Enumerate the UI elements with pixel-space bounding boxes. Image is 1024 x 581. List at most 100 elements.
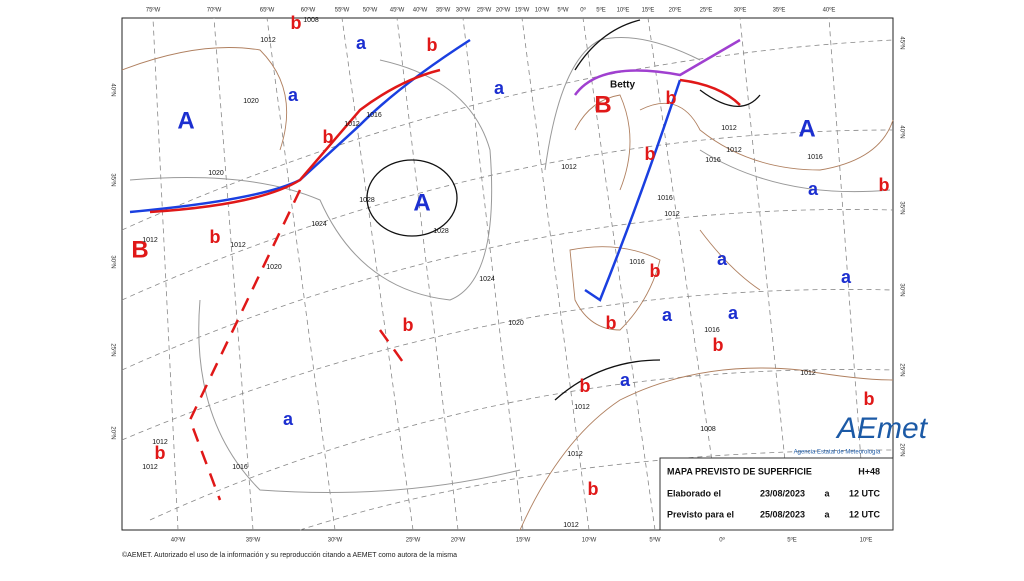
lon-label: 10ºE (860, 537, 873, 544)
lon-label: 40ºW (413, 7, 428, 14)
pressure-center: a (728, 303, 739, 323)
lon-label: 0º (719, 537, 725, 544)
pressure-center: b (210, 227, 221, 247)
coastlines (121, 47, 894, 531)
pressure-center: b (864, 389, 875, 409)
lon-label: 35ºW (246, 537, 261, 544)
isobar-label: 1012 (567, 451, 583, 458)
isobar-label: 1020 (208, 170, 224, 177)
lat-label: 25ºN (898, 363, 905, 376)
isobar-label: 1028 (359, 197, 375, 204)
lon-label: 55ºW (335, 7, 350, 14)
pressure-center: b (588, 479, 599, 499)
isobar-label: 1016 (705, 157, 721, 164)
lon-label: 5ºE (787, 537, 797, 544)
lon-label: 25ºW (406, 537, 421, 544)
lat-label: 20ºN (898, 443, 905, 456)
occluded-front (573, 38, 741, 96)
isobar-label: 1016 (807, 154, 823, 161)
lon-label: 10ºW (582, 537, 597, 544)
graticule (121, 17, 894, 531)
pressure-center: A (798, 115, 815, 142)
lon-label: 35ºW (436, 7, 451, 14)
pressure-center: b (427, 35, 438, 55)
isobar-label: 1012 (800, 370, 816, 377)
info-cell: 12 UTC (849, 509, 881, 519)
lon-label: 15ºW (515, 7, 530, 14)
isobar-label: 1024 (479, 276, 495, 283)
pressure-center: a (620, 370, 631, 390)
lon-label: 35ºE (773, 7, 786, 14)
pressure-center: b (645, 144, 656, 164)
isobar-label: 1012 (574, 404, 590, 411)
info-cell: Previsto para el (667, 509, 734, 519)
pressure-center: A (177, 107, 194, 134)
isobar-label: 1012 (721, 125, 737, 132)
pressure-center: a (662, 305, 673, 325)
footer: ©AEMET. Autorizado el uso de la informac… (122, 551, 457, 559)
lon-label: 5ºE (596, 7, 606, 14)
lon-label: 50ºW (363, 7, 378, 14)
isobar-label: 1012 (561, 164, 577, 171)
pressure-center: b (403, 315, 414, 335)
pressure-center: b (155, 443, 166, 463)
lon-label: 20ºE (669, 7, 682, 14)
pressure-center: b (580, 376, 591, 396)
lat-label: 25ºN (109, 343, 116, 356)
storm-name: Betty (610, 80, 635, 91)
warm-front (149, 68, 441, 214)
isobar-label: 1012 (726, 147, 742, 154)
lat-label: 30ºN (898, 283, 905, 296)
lon-label: 15ºW (516, 537, 531, 544)
logo-name: AEmet (835, 412, 929, 445)
map-frame (121, 17, 894, 531)
pressure-center: b (666, 88, 677, 108)
isobar-label: 1016 (629, 259, 645, 266)
lat-label: 35ºN (109, 173, 116, 186)
pressure-center: a (283, 409, 294, 429)
lat-label: 40ºN (109, 83, 116, 96)
pressure-center: b (291, 13, 302, 33)
pressure-center: a (808, 179, 819, 199)
lon-label: 5ºW (649, 537, 661, 544)
isobar-label: 1016 (366, 112, 382, 119)
lat-label: 30ºN (109, 255, 116, 268)
isobar-label: 1012 (260, 37, 276, 44)
lon-label: 60ºW (301, 7, 316, 14)
isobar-label: 1012 (664, 211, 680, 218)
info-cell: a (824, 488, 830, 498)
isobar-label: 1016 (657, 195, 673, 202)
lon-label: 25ºW (477, 7, 492, 14)
lon-label: 0º (580, 7, 586, 14)
info-cell: 23/08/2023 (760, 488, 805, 498)
pressure-center: a (841, 267, 852, 287)
lat-label: 35ºN (898, 201, 905, 214)
isobar-label: 1020 (266, 264, 282, 271)
isobar-label: 1016 (704, 327, 720, 334)
isobar-label: 1012 (344, 121, 360, 128)
lon-label: 20ºW (496, 7, 511, 14)
isobar-label: 1008 (303, 17, 319, 24)
trough (188, 189, 407, 501)
isobar-label: 1016 (232, 464, 248, 471)
isobar-label: 1012 (142, 237, 158, 244)
lon-label: 30ºW (456, 7, 471, 14)
pressure-center: a (288, 85, 299, 105)
isobar-label: 1020 (243, 98, 259, 105)
lon-label: 45ºW (390, 7, 405, 14)
pressure-center: b (713, 335, 724, 355)
lon-label: 15ºE (642, 7, 655, 14)
lat-label: 45ºN (898, 36, 905, 49)
isobar-label: 1012 (230, 242, 246, 249)
logo-subtitle: Agencia Estatal de Meteorología (794, 450, 881, 456)
warm-front (679, 78, 741, 106)
pressure-center: a (356, 33, 367, 53)
main-isobars (366, 19, 761, 401)
info-box (659, 457, 894, 531)
lon-label: 20ºW (451, 537, 466, 544)
lon-label: 65ºW (260, 7, 275, 14)
lon-label: 75ºW (146, 7, 161, 14)
pressure-center: b (879, 175, 890, 195)
pressure-center: a (717, 249, 728, 269)
